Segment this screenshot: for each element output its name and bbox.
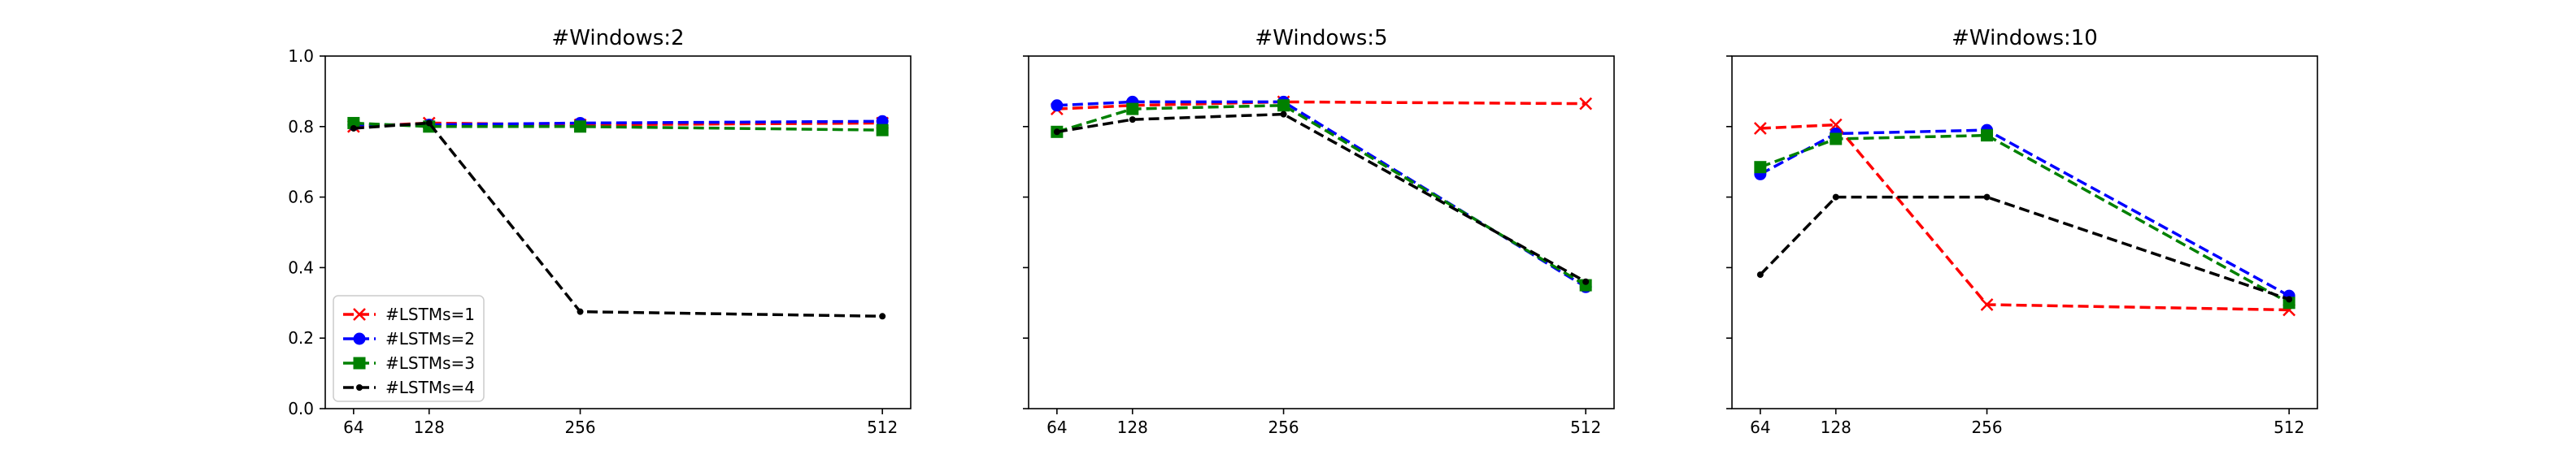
y-tick-label: 1.0 — [288, 46, 314, 66]
data-point-series-3 — [1126, 102, 1139, 115]
data-point-series-4 — [1582, 278, 1590, 285]
series-line-2 — [1056, 100, 1587, 288]
x-tick-label: 256 — [1268, 418, 1299, 437]
x-tick-label: 512 — [1570, 418, 1601, 437]
y-tick-label: 0.0 — [288, 399, 314, 418]
x-tick-label: 128 — [1117, 418, 1148, 437]
data-point-series-3 — [574, 120, 587, 133]
data-point-series-3 — [1830, 132, 1843, 145]
data-point-series-4 — [577, 308, 584, 315]
x-tick-label: 128 — [414, 418, 445, 437]
data-point-series-3 — [1277, 99, 1290, 112]
x-tick-label: 64 — [343, 418, 363, 437]
legend-label: #LSTMs=1 — [385, 305, 475, 324]
chart-panel-3: #Windows:10 64 128 256 512 — [1726, 26, 2318, 437]
legend-swatch-marker — [356, 384, 363, 391]
legend-label: #LSTMs=2 — [385, 329, 475, 349]
chart-title: #Windows:5 — [1255, 26, 1387, 50]
chart-title: #Windows:10 — [1952, 26, 2098, 50]
data-point-series-4 — [2286, 296, 2293, 303]
plot-area-frame — [1028, 55, 1615, 409]
legend-box — [333, 295, 485, 402]
data-point-series-4 — [350, 124, 357, 132]
series-line-3 — [1760, 133, 2291, 305]
data-point-series-1 — [1980, 298, 1994, 311]
x-tick-label: 128 — [1821, 418, 1852, 437]
data-point-series-3 — [1981, 129, 1994, 142]
data-point-series-4 — [1129, 116, 1136, 123]
data-point-series-2 — [1051, 99, 1064, 112]
data-point-series-4 — [425, 119, 433, 127]
series-line-4 — [1056, 112, 1587, 284]
data-point-series-1 — [1753, 122, 1767, 135]
x-tick-label: 64 — [1750, 418, 1770, 437]
series-line-3 — [1056, 104, 1587, 287]
legend-label: #LSTMs=3 — [385, 353, 475, 373]
data-point-series-1 — [1579, 97, 1593, 110]
series-line-4 — [1759, 195, 2290, 301]
legend-swatch-marker — [353, 357, 366, 370]
x-tick-label: 512 — [2274, 418, 2304, 437]
chart-title: #Windows:2 — [551, 26, 684, 50]
data-point-series-3 — [876, 123, 889, 136]
series-line-2 — [1760, 128, 2291, 297]
legend: #LSTMs=1 #LSTMs=2 #LSTMs=3 #LSTMs=4 — [333, 295, 485, 402]
series-line-1 — [1760, 123, 2290, 312]
x-tick-label: 256 — [564, 418, 595, 437]
data-point-series-4 — [1280, 110, 1287, 118]
y-tick-label: 0.2 — [288, 328, 314, 348]
plot-area-frame — [1731, 55, 2318, 409]
y-tick-label: 0.6 — [288, 188, 314, 207]
y-tick-label: 0.4 — [288, 258, 314, 277]
data-point-series-4 — [1053, 128, 1060, 136]
y-tick-label: 0.8 — [288, 117, 314, 136]
data-point-series-4 — [1832, 193, 1839, 201]
data-point-series-3 — [1754, 161, 1767, 174]
data-point-series-4 — [1983, 193, 1991, 201]
x-tick-label: 64 — [1046, 418, 1067, 437]
legend-label: #LSTMs=4 — [385, 378, 475, 397]
series-line-1 — [1056, 100, 1586, 110]
legend-swatch-marker — [353, 308, 366, 321]
chart-panel-2: #Windows:5 64 128 256 512 — [1023, 26, 1615, 437]
data-point-series-1 — [1829, 118, 1843, 132]
series-line-4 — [353, 121, 883, 318]
legend-swatch-marker — [353, 332, 366, 345]
chart-panel-1: #Windows:2 0.0 0.2 0.4 0.6 0.8 1.0 64 128 256 512 #… — [288, 26, 912, 437]
x-tick-label: 256 — [1971, 418, 2002, 437]
x-tick-label: 512 — [867, 418, 898, 437]
data-point-series-4 — [879, 313, 886, 320]
plot-area-frame — [324, 55, 912, 409]
data-point-series-4 — [1756, 271, 1764, 279]
